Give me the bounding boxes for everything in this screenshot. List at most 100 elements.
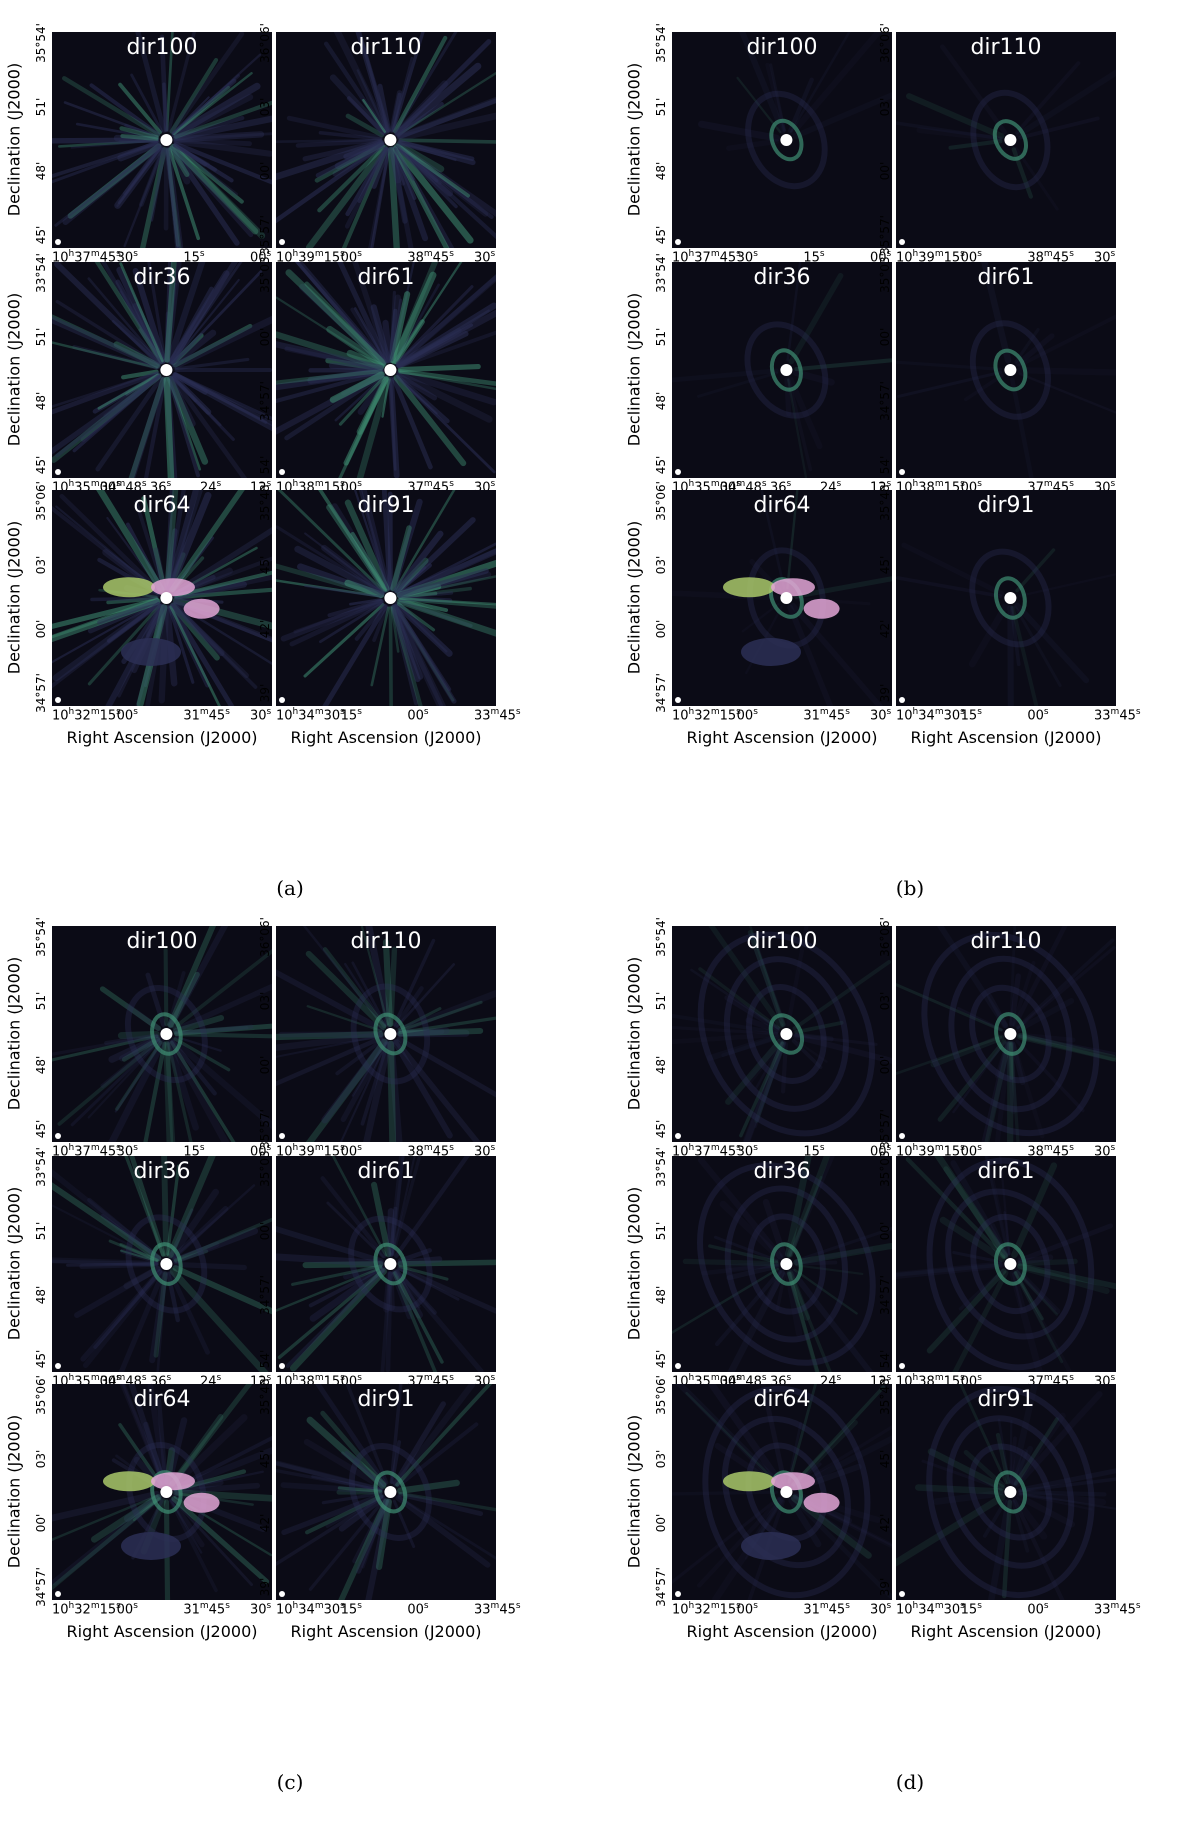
- artifact-streak: [927, 1448, 1005, 1491]
- artifact-streak: [170, 329, 217, 368]
- y-tick-label: 35°54': [654, 23, 668, 63]
- artifact-streak: [169, 375, 248, 478]
- artifact-streak: [396, 603, 448, 653]
- x-tick-label: 30s: [736, 1143, 758, 1160]
- x-tick-label: 30s: [116, 249, 138, 266]
- panel-title: dir91: [357, 1387, 415, 1412]
- artifact-streak: [168, 971, 200, 1028]
- source-peak: [160, 1486, 173, 1498]
- artifact-streak: [380, 1272, 392, 1372]
- y-tick-label: 35°54': [654, 917, 668, 957]
- artifact-streak: [791, 1496, 892, 1600]
- artifact-streak: [165, 148, 180, 247]
- artifact-streak: [394, 147, 415, 181]
- beam-marker: [279, 239, 285, 245]
- artifact-streak: [172, 74, 241, 135]
- artifact-streak: [166, 262, 206, 364]
- artifact-streak: [370, 148, 391, 248]
- artifact-streak: [172, 96, 210, 134]
- ripple-ring: [373, 1012, 408, 1056]
- x-tick-label: 15s: [960, 707, 982, 724]
- artifact-streak: [276, 1468, 383, 1492]
- artifact-streak: [760, 490, 786, 590]
- artifact-streak: [276, 369, 383, 385]
- artifact-streak: [170, 601, 225, 657]
- artifact-streak: [906, 93, 1005, 140]
- artifact-streak: [952, 1270, 1009, 1372]
- x-tick-label: 31m45s: [803, 707, 850, 724]
- panel-image: [672, 32, 892, 248]
- y-tick-label: 03': [878, 991, 892, 1011]
- artifact-streak: [372, 605, 389, 642]
- artifact-streak: [388, 146, 402, 184]
- artifact-streak: [397, 1491, 484, 1517]
- y-tick-label: 00': [34, 1513, 48, 1533]
- x-tick-label: 30s: [870, 1601, 892, 1618]
- artifact-streak: [353, 307, 387, 363]
- artifact-streak: [355, 1498, 390, 1574]
- artifact-streak: [399, 370, 496, 391]
- source-peak: [160, 1258, 173, 1270]
- artifact-streak: [167, 375, 209, 465]
- artifact-streak: [787, 378, 813, 472]
- artifact-streak: [392, 147, 417, 201]
- panel-title: dir110: [350, 35, 422, 60]
- ripple-ring: [150, 1242, 183, 1286]
- image-panel-dir100: dir100: [672, 926, 892, 1142]
- source-peak: [384, 1258, 397, 1270]
- artifact-streak: [173, 1261, 247, 1271]
- artifact-streak: [395, 285, 474, 365]
- source-peak: [160, 134, 173, 146]
- ripple-ring: [946, 1415, 1075, 1569]
- artifact-streak: [319, 601, 384, 644]
- artifact-streak: [132, 268, 167, 364]
- y-axis-label: Declination (J2000): [4, 520, 24, 675]
- x-tick-label: 31m45s: [183, 1601, 230, 1618]
- artifact-streak: [396, 563, 432, 594]
- artifact-streak: [172, 371, 272, 432]
- x-tick-label: 00s: [1027, 1601, 1049, 1618]
- image-panel-dir110: dir110: [276, 32, 496, 248]
- artifact-streak: [163, 1499, 171, 1600]
- panel-title: dir61: [357, 265, 415, 290]
- ripple-ring: [993, 576, 1027, 620]
- artifact-streak: [672, 1032, 779, 1045]
- y-tick-label: 45': [258, 555, 272, 575]
- ripple-ring: [697, 931, 876, 1137]
- image-panel-dir110: dir110: [896, 32, 1116, 248]
- y-tick-label: 48': [34, 391, 48, 411]
- ripple-ring: [921, 931, 1100, 1137]
- y-tick-label: 00': [654, 619, 668, 639]
- artifact-streak: [795, 1264, 864, 1276]
- artifact-streak: [174, 132, 272, 141]
- x-tick-label: 00s: [340, 249, 362, 266]
- panel-title: dir64: [753, 1387, 811, 1412]
- artifact-streak: [391, 1156, 422, 1257]
- panel-title: dir64: [133, 493, 191, 518]
- artifact-streak: [391, 376, 433, 470]
- artifact-streak: [394, 80, 448, 137]
- y-axis-label: Declination (J2000): [624, 1186, 644, 1341]
- artifact-streak: [393, 1271, 444, 1364]
- artifact-streak: [1013, 1270, 1073, 1372]
- artifact-streak: [289, 1267, 387, 1372]
- artifact-streak: [170, 262, 243, 364]
- y-tick-label: 33°54': [654, 1147, 668, 1187]
- x-tick-label: 15s: [183, 1143, 205, 1160]
- artifact-streak: [326, 504, 388, 593]
- ripple-ring: [373, 1242, 408, 1286]
- source-peak: [384, 1486, 397, 1498]
- y-tick-label: 51': [34, 97, 48, 117]
- y-tick-label: 35°06': [34, 481, 48, 521]
- artifact-streak: [397, 139, 476, 166]
- subfigure-a: dir100 35°54' 51' 48' 45' 10h37m45s 30s 15s 00s D…: [0, 0, 580, 880]
- artifact-streak: [1019, 573, 1116, 597]
- artifact-streak: [934, 1156, 1009, 1260]
- x-tick-label: 30s: [1094, 1143, 1116, 1160]
- artifact-streak: [345, 113, 385, 138]
- y-axis-label: Declination (J2000): [624, 1414, 644, 1569]
- image-panel-dir64: dir64: [672, 1384, 892, 1600]
- artifact-streak: [52, 1259, 159, 1266]
- artifact-streak: [793, 1425, 892, 1489]
- artifact-streak: [754, 1042, 785, 1129]
